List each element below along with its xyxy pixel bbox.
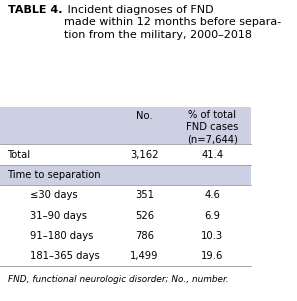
Text: Time to separation: Time to separation <box>7 170 101 180</box>
Text: 181–365 days: 181–365 days <box>30 251 100 261</box>
Text: TABLE 4.: TABLE 4. <box>7 5 62 14</box>
Text: 10.3: 10.3 <box>201 231 223 241</box>
Text: 31–90 days: 31–90 days <box>30 211 87 221</box>
FancyBboxPatch shape <box>0 107 251 144</box>
Text: No.: No. <box>136 111 153 121</box>
Text: % of total
FND cases
(n=7,644): % of total FND cases (n=7,644) <box>186 110 238 145</box>
Text: 786: 786 <box>135 231 154 241</box>
Text: FND, functional neurologic disorder; No., number.: FND, functional neurologic disorder; No.… <box>7 275 228 284</box>
Text: 351: 351 <box>135 190 154 200</box>
Text: ≤30 days: ≤30 days <box>30 190 78 200</box>
FancyBboxPatch shape <box>0 165 251 185</box>
Text: 19.6: 19.6 <box>201 251 223 261</box>
Text: 4.6: 4.6 <box>204 190 220 200</box>
Text: 41.4: 41.4 <box>201 150 223 160</box>
Text: 526: 526 <box>135 211 154 221</box>
Text: 1,499: 1,499 <box>130 251 159 261</box>
Text: Incident diagnoses of FND
made within 12 months before separa-
tion from the mil: Incident diagnoses of FND made within 12… <box>64 5 281 40</box>
Text: 91–180 days: 91–180 days <box>30 231 94 241</box>
Text: 3,162: 3,162 <box>130 150 159 160</box>
Text: 6.9: 6.9 <box>204 211 220 221</box>
Text: Total: Total <box>7 150 31 160</box>
